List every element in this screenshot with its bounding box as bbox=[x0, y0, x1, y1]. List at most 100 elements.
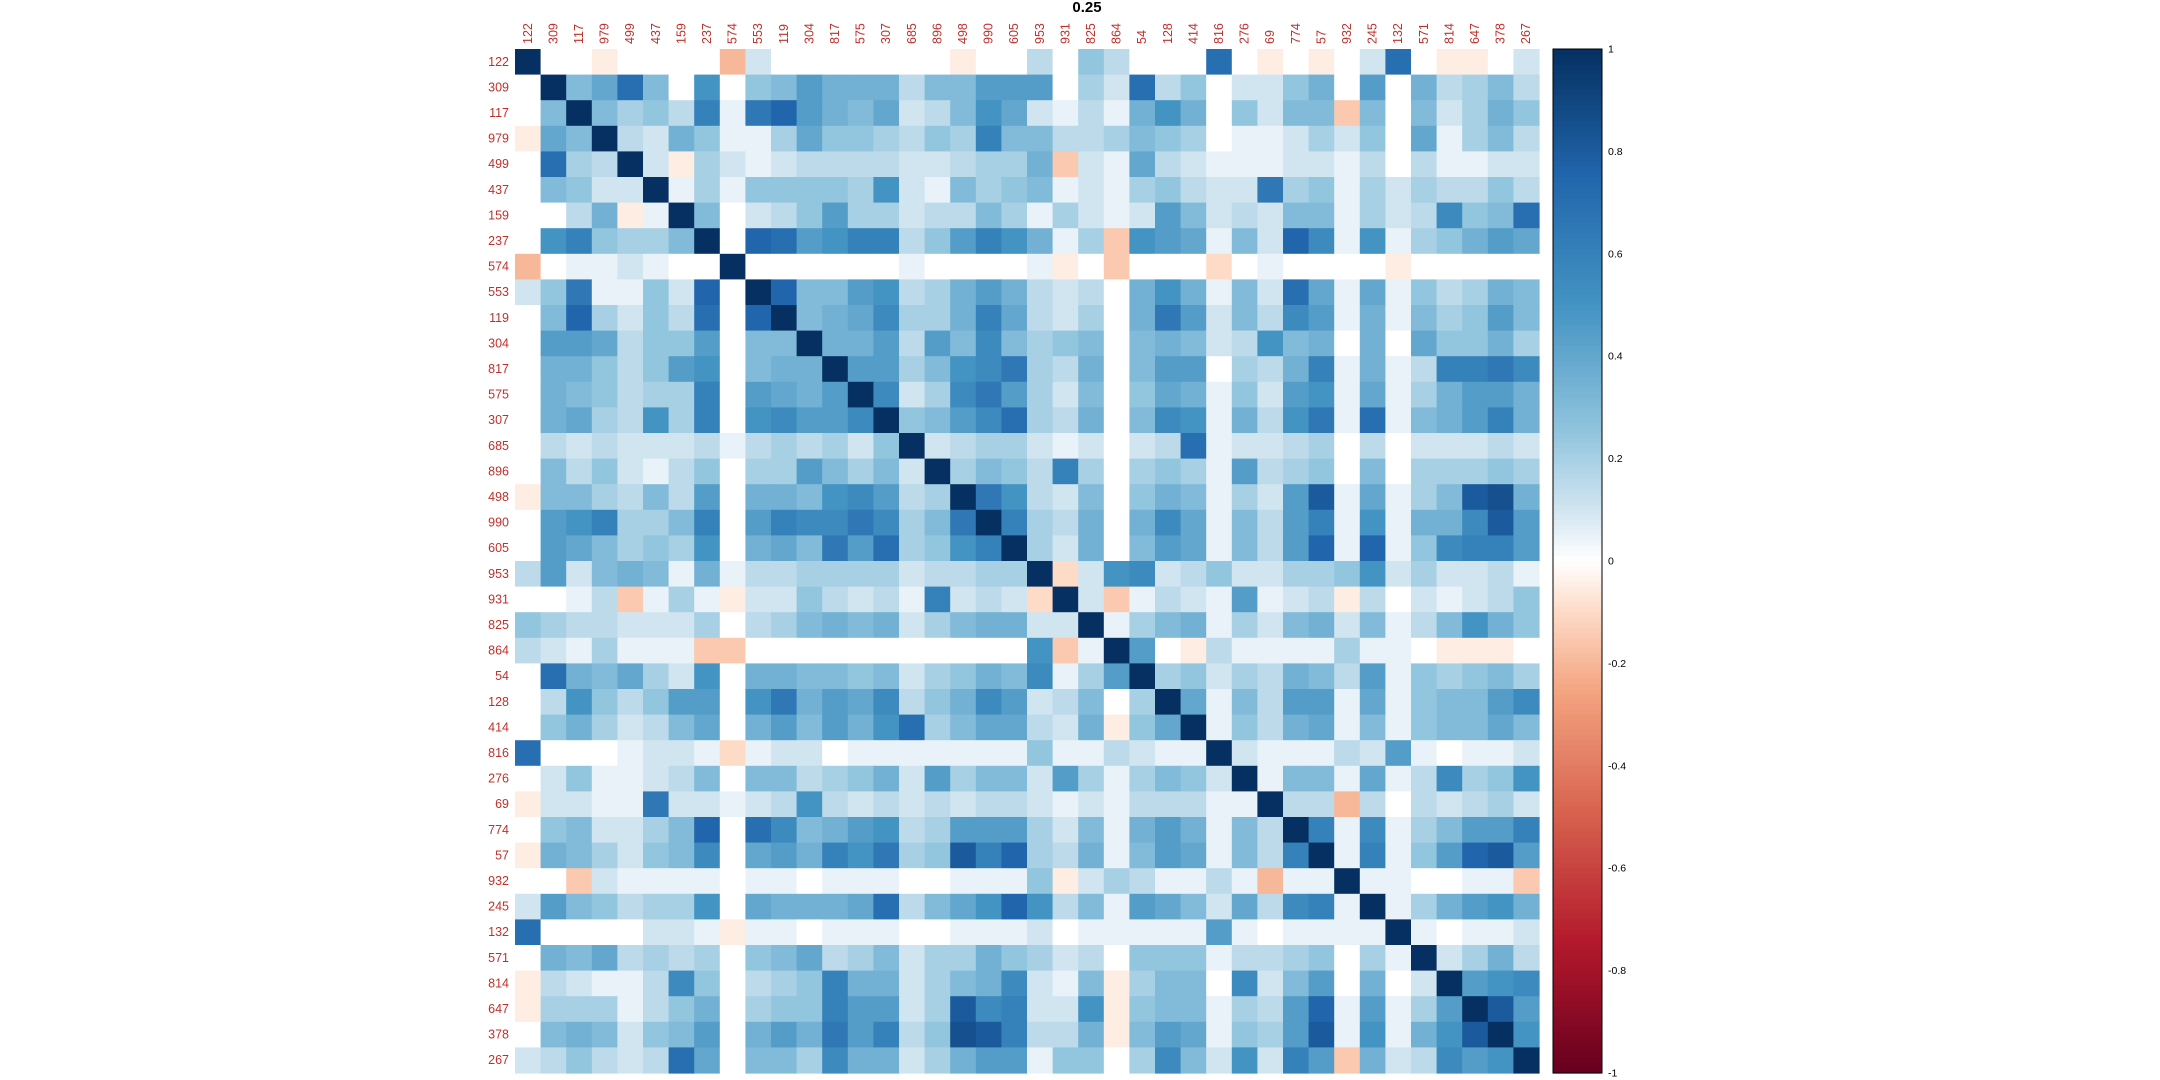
heatmap-cell bbox=[873, 586, 900, 613]
heatmap-cell bbox=[1129, 535, 1156, 562]
heatmap-cell bbox=[1385, 74, 1412, 101]
heatmap-cell bbox=[1001, 970, 1028, 997]
column-label: 245 bbox=[1366, 23, 1380, 44]
colorbar-segment bbox=[1553, 1042, 1602, 1048]
heatmap-cell bbox=[1052, 253, 1079, 280]
heatmap-cell bbox=[1129, 151, 1156, 178]
heatmap-cell bbox=[771, 561, 798, 588]
heatmap-cell bbox=[617, 407, 644, 434]
heatmap-cell bbox=[873, 817, 900, 844]
heatmap-cell bbox=[1283, 381, 1310, 408]
heatmap-cell bbox=[796, 509, 823, 536]
heatmap-cell bbox=[1001, 253, 1028, 280]
heatmap-cell bbox=[745, 893, 772, 920]
heatmap-cell bbox=[1359, 151, 1386, 178]
heatmap-cell bbox=[1359, 177, 1386, 204]
heatmap-cell bbox=[924, 49, 951, 76]
heatmap-cell bbox=[1078, 49, 1105, 76]
heatmap-cell bbox=[1436, 637, 1463, 664]
heatmap-cell bbox=[719, 586, 746, 613]
colorbar-segment bbox=[1553, 873, 1602, 880]
heatmap-cell bbox=[899, 433, 926, 460]
heatmap-cell bbox=[566, 970, 593, 997]
heatmap-cell bbox=[1487, 714, 1514, 741]
heatmap-cell bbox=[873, 125, 900, 152]
heatmap-cell bbox=[975, 228, 1002, 255]
heatmap-cell bbox=[847, 330, 874, 357]
heatmap-cell bbox=[847, 842, 874, 869]
heatmap-cell bbox=[745, 586, 772, 613]
colorbar-segment bbox=[1553, 555, 1602, 562]
heatmap-cell bbox=[975, 996, 1002, 1023]
heatmap-cell bbox=[950, 945, 977, 972]
heatmap-cell bbox=[1103, 663, 1130, 690]
row-label: 304 bbox=[488, 336, 509, 350]
heatmap-cell bbox=[694, 586, 721, 613]
heatmap-cell bbox=[668, 330, 695, 357]
heatmap-cell bbox=[1436, 714, 1463, 741]
heatmap-cell bbox=[1436, 919, 1463, 946]
colorbar-segment bbox=[1553, 755, 1602, 762]
heatmap-cell bbox=[643, 817, 670, 844]
heatmap-cell bbox=[1129, 612, 1156, 639]
heatmap-cell bbox=[975, 689, 1002, 716]
heatmap-cell bbox=[1078, 74, 1105, 101]
heatmap-cell bbox=[1283, 561, 1310, 588]
heatmap-cell bbox=[719, 945, 746, 972]
heatmap-cell bbox=[719, 817, 746, 844]
heatmap-cell bbox=[1001, 381, 1028, 408]
heatmap-cell bbox=[668, 714, 695, 741]
heatmap-cell bbox=[1231, 305, 1258, 332]
heatmap-cell bbox=[1257, 996, 1284, 1023]
colorbar-segment bbox=[1553, 642, 1602, 649]
heatmap-cell bbox=[617, 689, 644, 716]
heatmap-cell bbox=[796, 817, 823, 844]
heatmap-cell bbox=[1129, 663, 1156, 690]
heatmap-cell bbox=[643, 330, 670, 357]
heatmap-cell bbox=[719, 535, 746, 562]
heatmap-cell bbox=[719, 637, 746, 664]
colorbar-segment bbox=[1553, 49, 1602, 55]
heatmap-cell bbox=[745, 970, 772, 997]
heatmap-cell bbox=[694, 356, 721, 383]
heatmap-cell bbox=[566, 433, 593, 460]
heatmap-cell bbox=[1436, 381, 1463, 408]
heatmap-cell bbox=[694, 535, 721, 562]
heatmap-cell bbox=[1359, 637, 1386, 664]
heatmap-cell bbox=[873, 1021, 900, 1048]
heatmap-cell bbox=[1462, 663, 1489, 690]
heatmap-cell bbox=[643, 305, 670, 332]
heatmap-cell bbox=[745, 177, 772, 204]
colorbar-segment bbox=[1553, 125, 1602, 132]
heatmap-cell bbox=[1334, 100, 1361, 127]
heatmap-cell bbox=[899, 407, 926, 434]
heatmap-cell bbox=[847, 125, 874, 152]
heatmap-cell bbox=[975, 868, 1002, 895]
colorbar-segment bbox=[1553, 305, 1602, 311]
heatmap-cell bbox=[1001, 49, 1028, 76]
row-label: 245 bbox=[488, 900, 509, 914]
colorbar-segment bbox=[1553, 351, 1602, 357]
heatmap-cell bbox=[643, 765, 670, 792]
heatmap-cell bbox=[694, 791, 721, 818]
heatmap-cell bbox=[1257, 714, 1284, 741]
heatmap-cell bbox=[1103, 330, 1130, 357]
heatmap-cell bbox=[1385, 637, 1412, 664]
heatmap-cell bbox=[899, 817, 926, 844]
heatmap-cell bbox=[1180, 202, 1207, 229]
colorbar-segment bbox=[1553, 561, 1602, 567]
heatmap-cell bbox=[745, 228, 772, 255]
heatmap-cell bbox=[1359, 765, 1386, 792]
heatmap-cell bbox=[847, 791, 874, 818]
heatmap-cell bbox=[1334, 509, 1361, 536]
heatmap-cell bbox=[873, 714, 900, 741]
heatmap-cell bbox=[1001, 151, 1028, 178]
colorbar-segment bbox=[1553, 525, 1602, 531]
heatmap-cell bbox=[1206, 535, 1233, 562]
heatmap-cell bbox=[1027, 996, 1054, 1023]
heatmap-cell bbox=[1078, 253, 1105, 280]
heatmap-cell bbox=[1257, 100, 1284, 127]
colorbar-segment bbox=[1553, 786, 1602, 792]
heatmap-cell bbox=[668, 893, 695, 920]
heatmap-cell bbox=[1180, 996, 1207, 1023]
